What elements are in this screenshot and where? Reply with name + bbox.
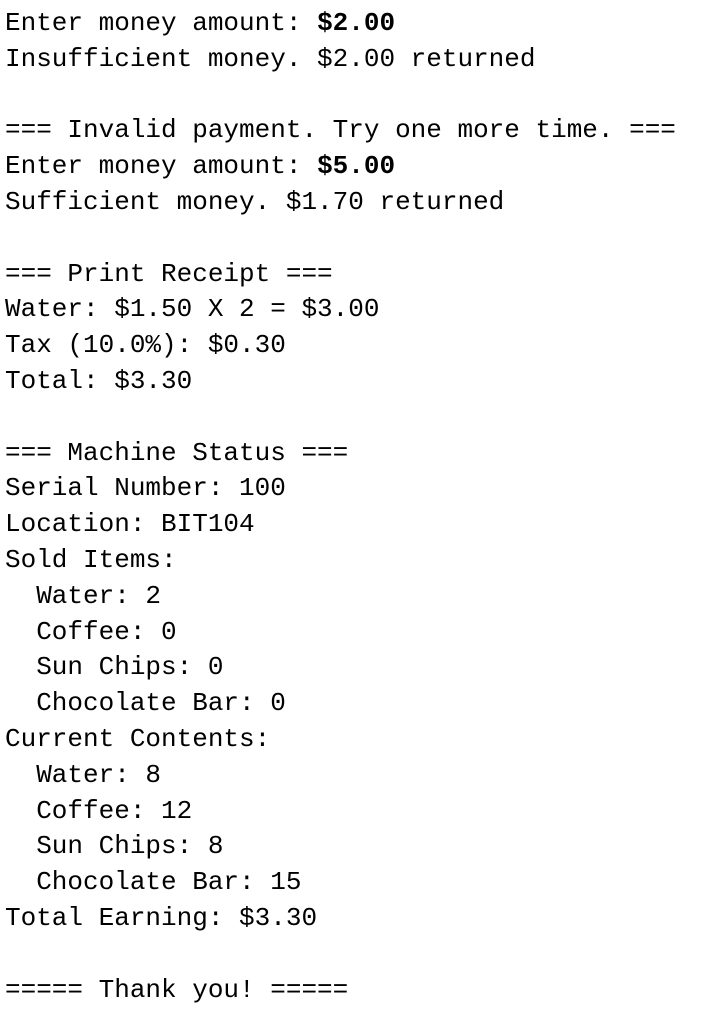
output-text: Sufficient money. $1.70 returned	[5, 186, 505, 217]
console-line	[5, 400, 717, 436]
output-text: Enter money amount:	[5, 151, 318, 182]
output-text: ===== Thank you! =====	[5, 974, 349, 1005]
console-line: Sufficient money. $1.70 returned	[5, 185, 717, 221]
output-text: === Invalid payment. Try one more time. …	[5, 115, 676, 146]
output-text: Chocolate Bar: 0	[5, 688, 286, 719]
console-line	[5, 937, 717, 973]
console-line: Chocolate Bar: 0	[5, 686, 717, 722]
output-text: Sold Items:	[5, 544, 177, 575]
output-text: Total Earning: $3.30	[5, 902, 318, 933]
console-line: Tax (10.0%): $0.30	[5, 328, 717, 364]
output-text: Insufficient money. $2.00 returned	[5, 43, 536, 74]
output-text: Water: 8	[5, 759, 162, 790]
output-text: === Machine Status ===	[5, 437, 349, 468]
console-line: Coffee: 12	[5, 794, 717, 830]
console-line: Sun Chips: 8	[5, 829, 717, 865]
console-line: Location: BIT104	[5, 507, 717, 543]
output-text: Sun Chips: 0	[5, 652, 224, 683]
output-text: Water: $1.50 X 2 = $3.00	[5, 294, 380, 325]
console-line: === Print Receipt ===	[5, 257, 717, 293]
console-line: Serial Number: 100	[5, 471, 717, 507]
console-line: Enter money amount: $5.00	[5, 149, 717, 185]
console-line: Enter money amount: $2.00	[5, 6, 717, 42]
output-text: Sun Chips: 8	[5, 831, 224, 862]
console-line	[5, 78, 717, 114]
user-input: $5.00	[317, 151, 396, 182]
console-line: Water: $1.50 X 2 = $3.00	[5, 292, 717, 328]
output-text: Water: 2	[5, 580, 162, 611]
console-line: Total Earning: $3.30	[5, 901, 717, 937]
console-line: Sold Items:	[5, 543, 717, 579]
console-line: Sun Chips: 0	[5, 650, 717, 686]
console-line	[5, 221, 717, 257]
output-text: Current Contents:	[5, 723, 271, 754]
output-text: Serial Number: 100	[5, 473, 286, 504]
console-line: Water: 2	[5, 579, 717, 615]
output-text: Chocolate Bar: 15	[5, 867, 302, 898]
console-line: Current Contents:	[5, 722, 717, 758]
output-text: Coffee: 0	[5, 616, 177, 647]
output-text: Location: BIT104	[5, 509, 255, 540]
console-line: Total: $3.30	[5, 364, 717, 400]
console-line: ===== Thank you! =====	[5, 973, 717, 1009]
console-line: === Invalid payment. Try one more time. …	[5, 113, 717, 149]
console-line: Insufficient money. $2.00 returned	[5, 42, 717, 78]
console-line: Chocolate Bar: 15	[5, 865, 717, 901]
output-text: Enter money amount:	[5, 8, 318, 38]
output-text: Coffee: 12	[5, 795, 193, 826]
output-text: Tax (10.0%): $0.30	[5, 330, 286, 361]
output-text: Total: $3.30	[5, 365, 193, 396]
user-input: $2.00	[317, 8, 396, 38]
console-line: Coffee: 0	[5, 615, 717, 651]
output-text: === Print Receipt ===	[5, 258, 333, 289]
console-line: === Machine Status ===	[5, 436, 717, 472]
console-line: Water: 8	[5, 758, 717, 794]
